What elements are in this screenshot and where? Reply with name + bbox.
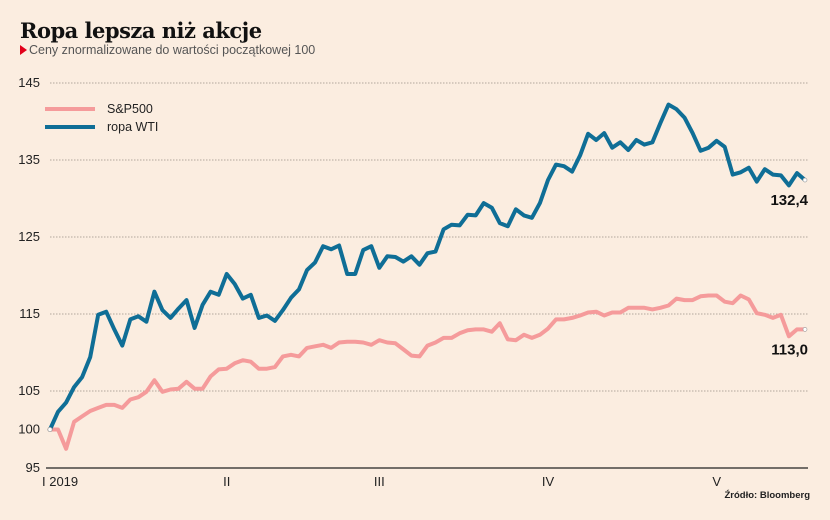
start-point-marker [47, 426, 53, 433]
source-note: Źródło: Bloomberg [724, 490, 811, 501]
y-tick-label: 105 [18, 383, 40, 398]
chart-subtitle: Ceny znormalizowane do wartości początko… [20, 43, 315, 57]
x-tick-label: III [374, 474, 385, 489]
y-tick-label: 100 [18, 422, 40, 437]
x-tick-label: IV [542, 474, 555, 489]
x-axis-ticks: I 2019 II III IV V [42, 474, 721, 489]
series-line-sp500 [48, 293, 807, 451]
y-tick-label: 145 [18, 75, 40, 90]
end-point-marker [802, 327, 808, 332]
y-tick-label: 95 [26, 460, 40, 475]
chart-title: Ropa lepsza niż akcje [20, 18, 262, 43]
y-tick-label: 115 [19, 306, 40, 321]
end-value-label: 113,0 [771, 341, 808, 358]
triangle-marker-icon [20, 45, 27, 55]
end-labels: 113,0 132,4 [770, 192, 808, 358]
series-lines [47, 102, 808, 451]
legend-label: ropa WTI [107, 120, 158, 134]
subtitle-text: Ceny znormalizowane do wartości początko… [29, 43, 316, 57]
x-tick-label: II [223, 474, 230, 489]
y-tick-label: 125 [18, 229, 40, 244]
end-value-label: 132,4 [770, 192, 808, 209]
legend: S&P500 ropa WTI [45, 102, 158, 134]
legend-label: S&P500 [107, 102, 153, 116]
y-axis-ticks: 145 135 125 115 105 100 95 [18, 75, 40, 475]
y-tick-label: 135 [18, 152, 40, 167]
x-tick-label: V [712, 474, 721, 489]
x-tick-label: I 2019 [42, 474, 78, 489]
series-line-wti [48, 102, 807, 432]
end-point-marker [802, 177, 808, 183]
